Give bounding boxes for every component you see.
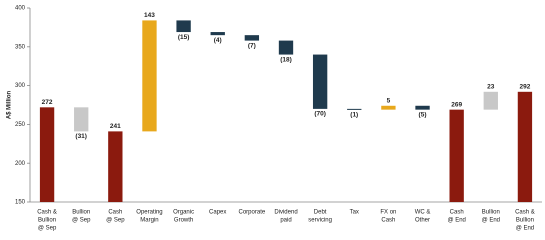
- bar: [210, 32, 225, 36]
- x-tick-label: @ End: [482, 218, 500, 224]
- value-label: (70): [314, 111, 326, 118]
- x-tick-label: Operating: [136, 210, 162, 216]
- value-label: (4): [214, 37, 222, 44]
- y-tick-label: 400: [15, 6, 26, 12]
- value-label: (15): [178, 34, 190, 41]
- value-label: (5): [419, 111, 427, 118]
- bar: [39, 107, 55, 202]
- bar: [278, 40, 294, 55]
- bar: [108, 131, 123, 202]
- value-label: 241: [110, 123, 121, 130]
- x-tick-label: Cash: [381, 218, 395, 224]
- bar: [142, 20, 157, 132]
- x-tick-label: Debt: [314, 210, 327, 216]
- y-tick-label: 200: [15, 161, 26, 167]
- bar: [312, 54, 328, 109]
- x-tick-label: WC &: [415, 210, 431, 216]
- x-tick-label: Corporate: [239, 210, 266, 216]
- x-tick-label: Cash &: [37, 210, 57, 216]
- bar: [483, 91, 498, 110]
- y-tick-label: 350: [15, 44, 26, 50]
- x-tick-label: Margin: [140, 218, 158, 224]
- value-label: (18): [280, 56, 292, 63]
- x-tick-label: servicing: [308, 218, 332, 224]
- value-label: (31): [75, 133, 87, 140]
- x-tick-label: Dividend: [274, 210, 297, 216]
- y-tick-label: 300: [15, 83, 26, 89]
- value-label: 23: [487, 84, 495, 91]
- x-tick-label: Bullion: [482, 210, 500, 216]
- x-tick-label: Organic: [173, 210, 194, 216]
- value-label: 272: [42, 99, 53, 106]
- value-label: 5: [387, 97, 391, 104]
- bar: [517, 91, 533, 202]
- x-tick-label: FX on: [380, 210, 396, 216]
- value-label: (7): [248, 42, 256, 49]
- x-tick-label: @ End: [447, 218, 465, 224]
- value-label: (1): [350, 112, 358, 119]
- bar: [449, 109, 464, 202]
- x-tick-label: Cash: [450, 210, 464, 216]
- x-tick-label: Bullion: [38, 218, 56, 224]
- x-tick-label: Bullion: [516, 218, 534, 224]
- value-label: 269: [451, 101, 462, 108]
- bar: [244, 35, 260, 41]
- y-axis-label: A$ Million: [7, 91, 13, 120]
- x-tick-label: @ Sep: [106, 218, 125, 224]
- x-tick-label: Bullion: [72, 210, 90, 216]
- x-tick-label: @ Sep: [38, 226, 57, 232]
- x-tick-label: Cash: [108, 210, 122, 216]
- value-label: 143: [144, 12, 155, 19]
- x-tick-label: Tax: [350, 210, 359, 216]
- bar: [347, 108, 362, 110]
- x-tick-label: @ Sep: [72, 218, 91, 224]
- y-tick-label: 250: [15, 122, 26, 128]
- x-tick-label: paid: [280, 218, 291, 224]
- x-tick-label: Cash &: [515, 210, 535, 216]
- value-label: 292: [520, 84, 531, 91]
- bar: [74, 107, 89, 132]
- x-tick-label: Growth: [174, 218, 193, 224]
- x-tick-label: @ End: [516, 226, 534, 232]
- x-tick-label: Other: [415, 218, 430, 224]
- bar: [415, 105, 430, 110]
- bar: [381, 105, 396, 110]
- y-tick-label: 150: [15, 200, 26, 206]
- x-tick-label: Capex: [209, 210, 226, 216]
- bar: [176, 20, 191, 33]
